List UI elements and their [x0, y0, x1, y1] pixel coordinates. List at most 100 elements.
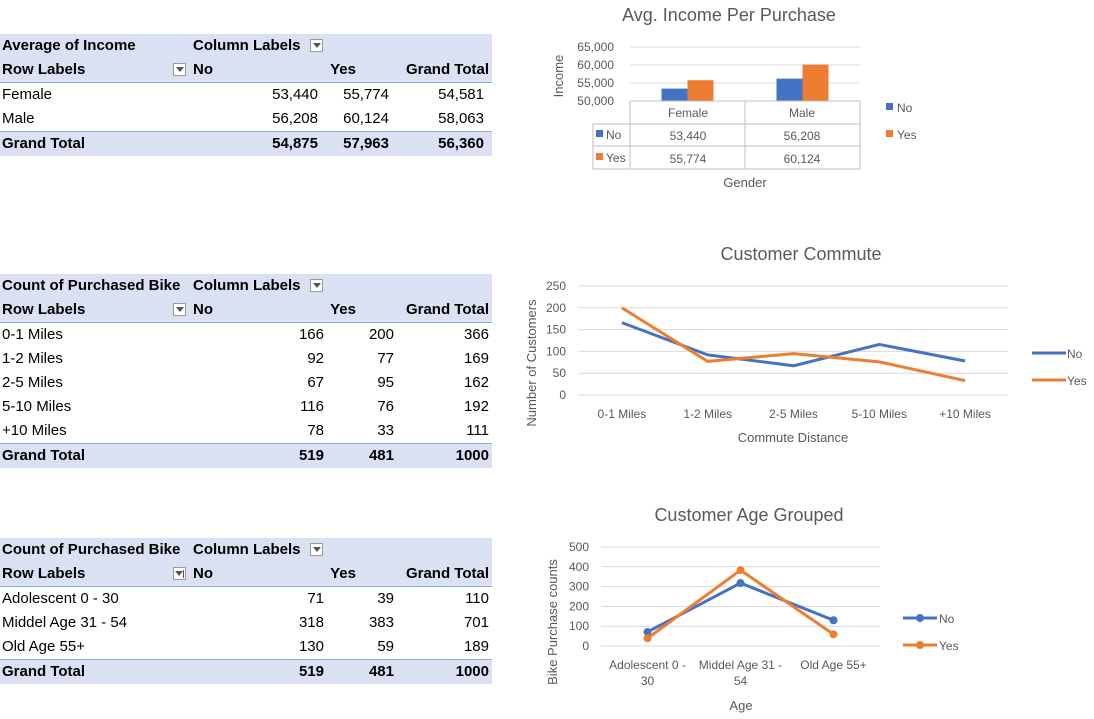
- cell-no: 92: [307, 350, 324, 367]
- cell-yes: 39: [377, 590, 394, 607]
- cell-grand-total: 192: [463, 398, 489, 415]
- bars: [661, 64, 829, 101]
- table-row: Male 56,208 60,124 58,063: [0, 107, 492, 131]
- pivot-corner-label: Count of Purchased Bike: [2, 541, 181, 558]
- data-value: 53,440: [670, 129, 707, 143]
- y-tick-label: 100: [546, 344, 566, 358]
- grand-total-row: Grand Total 519 481 1000: [0, 443, 492, 468]
- bar-no: [661, 88, 688, 101]
- data-table: Female Male No Yes 53,440 56,208 55,774 …: [592, 100, 861, 170]
- legend-label-no: No: [939, 612, 955, 626]
- legend-label-yes: Yes: [939, 639, 959, 653]
- series-lines: [643, 566, 838, 643]
- cell-yes: 383: [368, 614, 394, 631]
- grand-total-label: Grand Total: [2, 663, 86, 680]
- series-lines: [621, 306, 966, 383]
- row-label: 5-10 Miles: [2, 398, 72, 415]
- series-key-no: [596, 130, 603, 137]
- y-tick-label: 200: [569, 599, 589, 613]
- total-grand-total: 1000: [455, 447, 489, 464]
- cell-no: 130: [298, 638, 324, 655]
- cell-grand-total: 110: [465, 590, 489, 607]
- y-tick-label: 400: [569, 560, 589, 574]
- grand-total-row: Grand Total 519 481 1000: [0, 659, 492, 684]
- column-labels-filter-button[interactable]: [310, 39, 323, 52]
- data-point-no: [736, 579, 745, 588]
- cell-grand-total: 366: [463, 326, 489, 343]
- column-labels-filter-button[interactable]: [310, 279, 323, 292]
- cell-grand-total: 162: [463, 374, 489, 391]
- column-labels-filter-button[interactable]: [310, 543, 323, 556]
- y-tick-labels: 0 50 100 150 200 250: [546, 279, 566, 402]
- row-label: Female: [2, 86, 53, 103]
- y-tick-label: 55,000: [577, 76, 614, 90]
- total-grand-total: 1000: [455, 663, 489, 680]
- y-axis-title: Bike Purchase counts: [545, 559, 560, 685]
- cell-yes: 76: [377, 398, 394, 415]
- series-key-yes: [596, 153, 603, 160]
- x-tick-label: Old Age 55+: [800, 658, 866, 672]
- legend-label-no: No: [897, 101, 913, 115]
- column-labels-header: Column Labels: [193, 37, 301, 54]
- legend[interactable]: No Yes: [903, 612, 959, 653]
- pivot-subheader-row: Row Labels No Yes Grand Total: [0, 298, 492, 323]
- cell-grand-total: 169: [463, 350, 489, 367]
- series-line-no: [621, 321, 966, 368]
- pivot-table-income: Average of Income Column Labels Row Labe…: [0, 34, 492, 156]
- legend-marker-no: [916, 614, 924, 622]
- cell-no: 116: [300, 398, 324, 415]
- grand-total-row: Grand Total 54,875 57,963 56,360: [0, 131, 492, 156]
- pivot-header-row: Count of Purchased Bike Column Labels: [0, 538, 492, 562]
- legend[interactable]: No Yes: [886, 101, 917, 142]
- series-name: Yes: [606, 151, 626, 165]
- legend[interactable]: No Yes: [1032, 347, 1087, 388]
- cell-no: 318: [298, 614, 324, 631]
- legend-label-yes: Yes: [1067, 374, 1087, 388]
- y-tick-label: 50,000: [577, 94, 614, 108]
- commute-chart[interactable]: Customer Commute Number of Customers 0 50…: [524, 244, 1087, 445]
- data-point-yes: [736, 566, 745, 575]
- col-header-grand-total: Grand Total: [405, 565, 489, 582]
- table-row: +10 Miles 78 33 111: [0, 419, 492, 443]
- total-yes: 481: [368, 447, 394, 464]
- cell-yes: 59: [377, 638, 394, 655]
- x-tick-label: Middel Age 31 -54: [699, 658, 782, 688]
- pivot-corner-label: Average of Income: [2, 37, 136, 54]
- row-labels-filter-button[interactable]: [173, 303, 186, 316]
- x-tick-label: 2-5 Miles: [769, 407, 818, 421]
- pivot-corner-label: Count of Purchased Bike: [2, 277, 181, 294]
- bar-yes: [802, 64, 829, 101]
- cell-grand-total: 111: [466, 422, 489, 439]
- row-label: +10 Miles: [2, 422, 67, 439]
- data-point-no: [829, 616, 838, 625]
- row-labels-header: Row Labels: [2, 61, 86, 78]
- row-label: Adolescent 0 - 30: [2, 590, 119, 607]
- row-label: 0-1 Miles: [2, 326, 63, 343]
- y-axis-title: Income: [551, 55, 566, 98]
- table-row: 0-1 Miles 166 200 366: [0, 323, 492, 347]
- cell-grand-total: 189: [463, 638, 489, 655]
- chart-title: Customer Age Grouped: [654, 505, 843, 525]
- legend-label-no: No: [1067, 347, 1083, 361]
- pivot-subheader-row: Row Labels No Yes Grand Total: [0, 58, 492, 83]
- cell-no: 71: [307, 590, 324, 607]
- data-value: 55,774: [670, 152, 707, 166]
- gridlines: [579, 285, 1008, 396]
- legend-label-yes: Yes: [897, 128, 917, 142]
- bar-no: [776, 78, 803, 101]
- table-row: 1-2 Miles 92 77 169: [0, 347, 492, 371]
- col-header-yes: Yes: [330, 61, 356, 78]
- row-labels-filter-button[interactable]: [173, 63, 186, 76]
- age-chart[interactable]: Customer Age Grouped Bike Purchase count…: [545, 505, 959, 713]
- income-chart[interactable]: Avg. Income Per Purchase Income 50,000 55…: [551, 5, 917, 190]
- data-value: 60,124: [784, 152, 821, 166]
- data-point-no: [643, 627, 652, 636]
- cell-yes: 200: [368, 326, 394, 343]
- y-tick-label: 250: [546, 279, 566, 293]
- x-axis-title: Gender: [723, 175, 767, 190]
- y-tick-label: 60,000: [577, 58, 614, 72]
- cell-grand-total: 701: [463, 614, 489, 631]
- row-labels-sort-filter-button[interactable]: [173, 567, 186, 580]
- y-tick-label: 0: [582, 639, 589, 653]
